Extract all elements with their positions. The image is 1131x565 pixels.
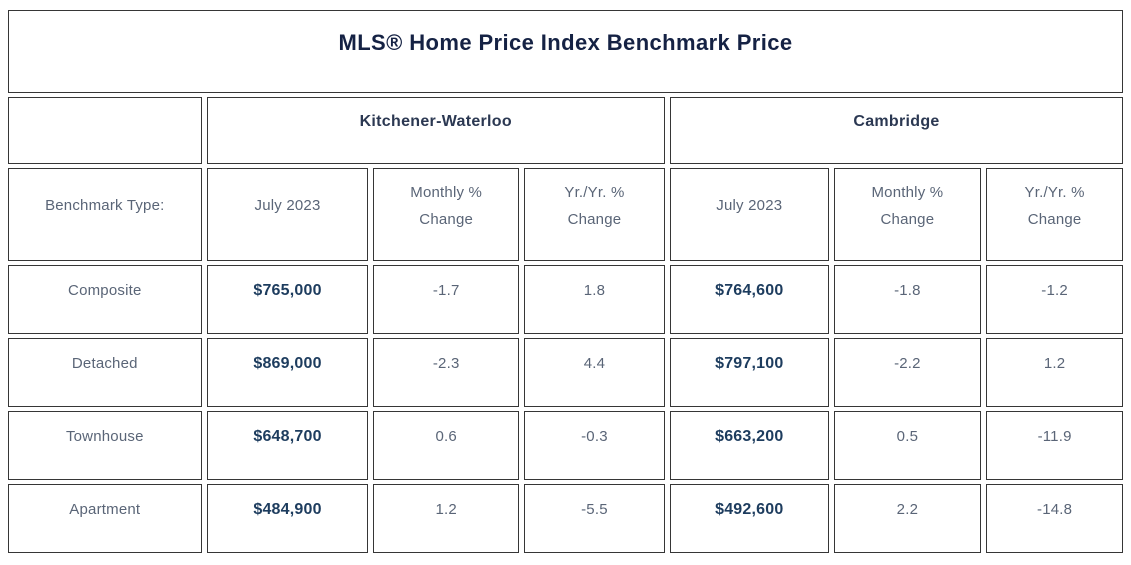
row-label-apartment: Apartment	[8, 484, 202, 553]
table-row-detached: Detached $869,000 -2.3 4.4 $797,100 -2.2…	[8, 338, 1123, 407]
cambridge-yearly-townhouse: -11.9	[986, 411, 1123, 480]
cambridge-period-header: July 2023	[669, 168, 829, 261]
cambridge-monthly-change-header: Monthly % Change	[833, 168, 982, 261]
kw-yearly-composite: 1.8	[523, 265, 665, 334]
kw-monthly-apartment: 1.2	[373, 484, 519, 553]
row-label-townhouse: Townhouse	[8, 411, 202, 480]
title-row: MLS® Home Price Index Benchmark Price	[8, 10, 1123, 93]
column-header-row: Benchmark Type: July 2023 Monthly % Chan…	[8, 168, 1123, 261]
kw-price-apartment: $484,900	[206, 484, 369, 553]
kw-yearly-change-header: Yr./Yr. % Change	[523, 168, 665, 261]
cambridge-yearly-apartment: -14.8	[986, 484, 1123, 553]
cambridge-monthly-detached: -2.2	[833, 338, 982, 407]
benchmark-type-label: Benchmark Type:	[8, 168, 202, 261]
table-row-composite: Composite $765,000 -1.7 1.8 $764,600 -1.…	[8, 265, 1123, 334]
row-label-detached: Detached	[8, 338, 202, 407]
corner-blank-cell	[8, 97, 202, 164]
kw-yearly-townhouse: -0.3	[523, 411, 665, 480]
cambridge-monthly-composite: -1.8	[833, 265, 982, 334]
kw-price-detached: $869,000	[206, 338, 369, 407]
kw-monthly-detached: -2.3	[373, 338, 519, 407]
cambridge-monthly-townhouse: 0.5	[833, 411, 982, 480]
kw-period-header: July 2023	[206, 168, 369, 261]
cambridge-monthly-apartment: 2.2	[833, 484, 982, 553]
cambridge-price-detached: $797,100	[669, 338, 829, 407]
kw-price-composite: $765,000	[206, 265, 369, 334]
cambridge-yearly-composite: -1.2	[986, 265, 1123, 334]
kw-monthly-townhouse: 0.6	[373, 411, 519, 480]
table-row-apartment: Apartment $484,900 1.2 -5.5 $492,600 2.2…	[8, 484, 1123, 553]
kw-price-townhouse: $648,700	[206, 411, 369, 480]
cambridge-price-townhouse: $663,200	[669, 411, 829, 480]
cambridge-price-composite: $764,600	[669, 265, 829, 334]
region-header-kitchener-waterloo: Kitchener-Waterloo	[206, 97, 665, 164]
cambridge-price-apartment: $492,600	[669, 484, 829, 553]
benchmark-price-table: MLS® Home Price Index Benchmark Price Ki…	[3, 6, 1128, 557]
table-row-townhouse: Townhouse $648,700 0.6 -0.3 $663,200 0.5…	[8, 411, 1123, 480]
kw-monthly-composite: -1.7	[373, 265, 519, 334]
kw-yearly-apartment: -5.5	[523, 484, 665, 553]
kw-monthly-change-header: Monthly % Change	[373, 168, 519, 261]
region-header-cambridge: Cambridge	[669, 97, 1123, 164]
cambridge-yearly-change-header: Yr./Yr. % Change	[986, 168, 1123, 261]
region-header-row: Kitchener-Waterloo Cambridge	[8, 97, 1123, 164]
row-label-composite: Composite	[8, 265, 202, 334]
cambridge-yearly-detached: 1.2	[986, 338, 1123, 407]
kw-yearly-detached: 4.4	[523, 338, 665, 407]
page-title: MLS® Home Price Index Benchmark Price	[8, 10, 1123, 93]
